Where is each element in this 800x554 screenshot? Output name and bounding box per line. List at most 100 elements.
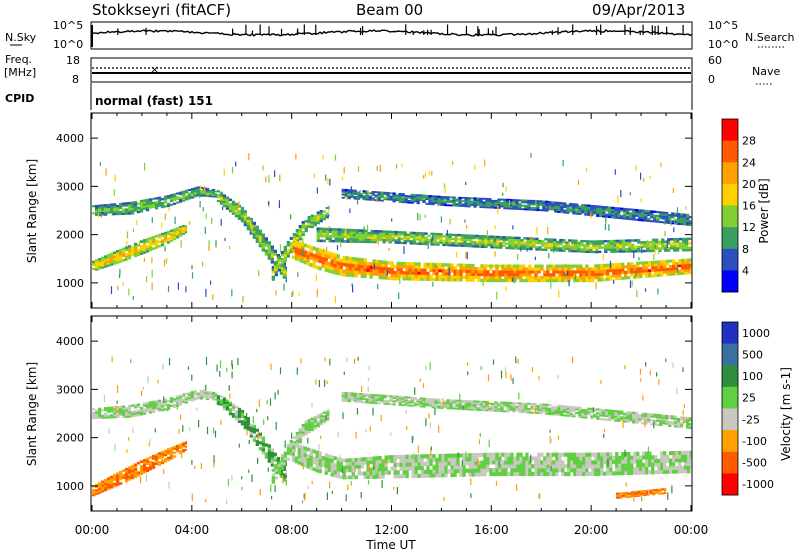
heatmap-cell: [258, 229, 262, 233]
heatmap-cell: [318, 458, 322, 463]
heatmap-cell: [387, 270, 391, 274]
heatmap-cell: [492, 279, 496, 283]
heatmap-cell: [594, 460, 598, 465]
heatmap-cell: [595, 250, 599, 254]
heatmap-cell: [303, 453, 307, 457]
heatmap-cell: [402, 274, 406, 278]
heatmap-cell: [184, 398, 189, 401]
heatmap-cell: [298, 428, 302, 431]
heatmap-cell: [612, 459, 616, 464]
heatmap-cell: [386, 401, 390, 404]
heatmap-cell: [130, 474, 135, 477]
heatmap-cell: [603, 269, 607, 273]
heatmap-cell: [416, 197, 420, 200]
heatmap-cell: [393, 270, 397, 275]
noise-cell: [456, 252, 458, 258]
heatmap-cell: [228, 408, 233, 411]
heatmap-cell: [403, 235, 407, 238]
heatmap-cell: [541, 242, 545, 245]
noise-cell: [486, 230, 489, 238]
heatmap-cell: [515, 204, 519, 207]
heatmap-cell: [566, 405, 570, 408]
heatmap-cell: [429, 268, 433, 272]
heatmap-cell: [574, 250, 578, 253]
heatmap-cell: [405, 274, 409, 278]
heatmap-cell: [616, 239, 620, 243]
heatmap-cell: [633, 470, 637, 475]
heatmap-cell: [611, 409, 615, 412]
heatmap-cell: [475, 245, 479, 248]
heatmap-cell: [485, 400, 489, 403]
heatmap-cell: [681, 264, 685, 267]
heatmap-cell: [291, 455, 295, 459]
heatmap-cell: [322, 218, 326, 221]
heatmap-cell: [419, 196, 423, 198]
heatmap-cell: [567, 464, 571, 469]
heatmap-cell: [368, 401, 372, 404]
heatmap-cell: [567, 468, 571, 473]
heatmap-cell: [608, 214, 612, 217]
heatmap-cell: [381, 467, 385, 472]
heatmap-cell: [300, 452, 304, 456]
heatmap-cell: [520, 241, 524, 244]
heatmap-cell: [611, 206, 615, 209]
heatmap-cell: [587, 208, 591, 211]
heatmap-cell: [555, 264, 559, 268]
heatmap-cell: [467, 198, 471, 201]
heatmap-cell: [124, 246, 129, 249]
heatmap-cell: [689, 424, 692, 428]
heatmap-cell: [243, 426, 247, 430]
heatmap-cell: [600, 471, 604, 476]
colorbar-swatch: [722, 248, 738, 271]
noise-cell: [359, 190, 361, 194]
heatmap-cell: [374, 196, 378, 198]
heatmap-cell: [507, 270, 511, 274]
heatmap-cell: [330, 255, 334, 260]
heatmap-cell: [626, 418, 630, 421]
heatmap-cell: [650, 415, 654, 418]
heatmap-cell: [418, 232, 422, 235]
heatmap-cell: [301, 221, 305, 224]
heatmap-cell: [439, 241, 443, 244]
heatmap-cell: [516, 273, 520, 277]
heatmap-cell: [166, 458, 171, 462]
heatmap-cell: [249, 431, 253, 435]
heatmap-cell: [645, 451, 649, 456]
heatmap-cell: [623, 418, 627, 421]
heatmap-cell: [369, 460, 373, 465]
heatmap-cell: [325, 212, 329, 215]
heatmap-cell: [475, 236, 479, 240]
heatmap-cell: [611, 216, 615, 219]
heatmap-cell: [336, 467, 340, 472]
heatmap-cell: [669, 270, 673, 274]
heatmap-cell: [276, 459, 280, 463]
heatmap-cell: [211, 398, 216, 401]
noise-cell: [283, 283, 285, 291]
heatmap-cell: [640, 245, 644, 248]
heatmap-cell: [476, 202, 480, 205]
heatmap-cell: [510, 464, 514, 469]
heatmap-cell: [488, 402, 492, 405]
heatmap-cell: [414, 458, 418, 463]
heatmap-cell: [363, 274, 367, 279]
heatmap-cell: [130, 250, 135, 254]
heatmap-cell: [374, 402, 378, 405]
heatmap-cell: [545, 207, 549, 210]
noise-cell: [644, 288, 647, 292]
heatmap-cell: [681, 261, 685, 265]
heatmap-cell: [95, 492, 99, 495]
heatmap-cell: [669, 267, 673, 271]
noise-cell: [205, 213, 207, 219]
heatmap-cell: [467, 403, 471, 406]
heatmap-cell: [345, 269, 349, 274]
heatmap-cell: [405, 474, 409, 479]
noise-cell: [153, 204, 155, 208]
heatmap-cell: [453, 272, 457, 276]
noise-cell: [609, 260, 612, 268]
heatmap-cell: [366, 475, 370, 479]
heatmap-cell: [639, 272, 643, 276]
heatmap-cell: [246, 219, 250, 223]
heatmap-cell: [394, 230, 398, 234]
heatmap-cell: [594, 452, 598, 457]
heatmap-cell: [633, 275, 637, 279]
